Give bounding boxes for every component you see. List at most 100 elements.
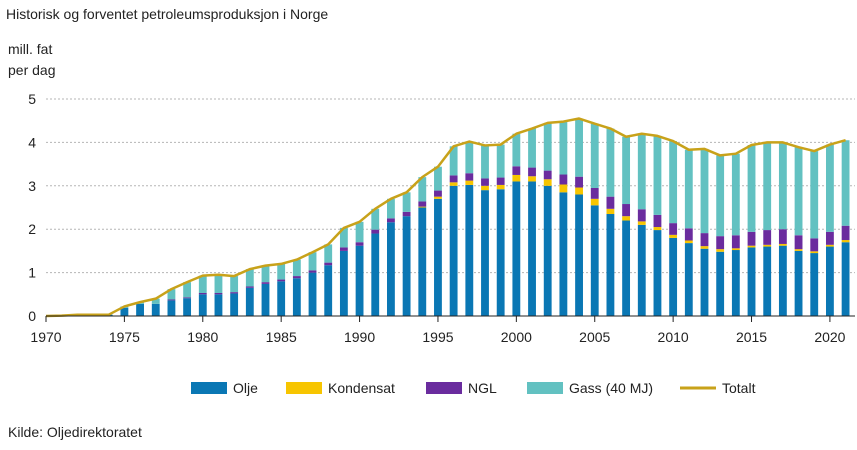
bar-ngl [465, 173, 474, 181]
bar-gass-40-mj [512, 133, 521, 167]
y-tick-label: 2 [28, 221, 36, 237]
bar-gass-40-mj [198, 275, 207, 293]
bar-gass-40-mj [747, 145, 756, 232]
bar-gass-40-mj [543, 122, 552, 171]
bar-kondensat [684, 240, 693, 244]
bar-gass-40-mj [277, 263, 286, 280]
bar-ngl [183, 297, 192, 299]
bar-kondensat [778, 243, 787, 246]
bar-gass-40-mj [481, 145, 489, 179]
bar-olje [778, 245, 787, 316]
bar-olje [214, 294, 223, 316]
bar-olje [606, 214, 615, 316]
bar-kondensat [841, 240, 850, 243]
bar-ngl [559, 174, 568, 185]
bar-olje [590, 205, 599, 316]
bar-kondensat [512, 174, 521, 182]
bar-olje [434, 198, 442, 316]
bar-ngl [277, 279, 286, 282]
bar-gass-40-mj [230, 276, 239, 293]
bar-ngl [371, 229, 380, 234]
bar-ngl [810, 238, 819, 252]
bar-olje [292, 278, 301, 316]
x-tick-label: 2005 [579, 329, 610, 345]
bar-kondensat [449, 182, 458, 186]
x-tick-label: 2020 [814, 329, 845, 345]
bar-olje [653, 230, 662, 316]
bar-ngl [825, 231, 834, 245]
bar-gass-40-mj [324, 244, 333, 263]
x-tick-label: 2015 [736, 329, 767, 345]
bar-ngl [214, 292, 223, 295]
bar-gass-40-mj [653, 135, 662, 215]
legend-label-totalt: Totalt [722, 380, 756, 396]
bar-olje [230, 293, 239, 316]
bar-gass-40-mj [339, 227, 348, 248]
bar-ngl [637, 209, 646, 222]
bar-gass-40-mj [387, 198, 395, 219]
bar-gass-40-mj [825, 144, 834, 232]
bar-olje [339, 250, 348, 316]
bar-ngl [684, 228, 693, 241]
bar-gass-40-mj [449, 146, 458, 176]
bar-olje [481, 190, 489, 316]
bar-olje [716, 251, 725, 316]
bar-gass-40-mj [684, 149, 693, 229]
bar-ngl [261, 282, 270, 284]
bar-gass-40-mj [418, 177, 427, 202]
bar-olje [684, 243, 693, 316]
bar-olje [496, 189, 505, 316]
bar-gass-40-mj [622, 136, 631, 205]
bar-gass-40-mj [167, 289, 176, 300]
bar-kondensat [700, 246, 709, 249]
bar-gass-40-mj [465, 141, 474, 174]
bar-gass-40-mj [434, 166, 442, 191]
bar-kondensat [716, 249, 725, 252]
bar-olje [245, 287, 254, 316]
bar-kondensat [794, 249, 803, 251]
bar-olje [637, 224, 646, 316]
bar-ngl [418, 201, 427, 207]
y-tick-label: 3 [28, 178, 36, 194]
bar-ngl [528, 167, 536, 177]
x-tick-label: 1975 [109, 329, 140, 345]
bar-kondensat [669, 234, 678, 238]
bar-kondensat [575, 187, 583, 195]
bar-kondensat [653, 227, 662, 231]
bar-gass-40-mj [700, 148, 709, 234]
bar-olje [794, 250, 803, 316]
bar-olje [747, 247, 756, 316]
bar-gass-40-mj [371, 208, 380, 230]
bar-gass-40-mj [183, 282, 192, 298]
bar-ngl [653, 214, 662, 228]
bar-ngl [747, 231, 756, 246]
bar-olje [198, 294, 207, 316]
bar-gass-40-mj [355, 221, 364, 243]
bar-olje [261, 283, 270, 316]
bar-ngl [496, 177, 505, 185]
bar-olje [324, 265, 333, 316]
bar-gass-40-mj [292, 259, 301, 277]
bar-kondensat [496, 184, 505, 190]
bar-olje [622, 220, 631, 316]
bar-olje [669, 237, 678, 316]
legend-swatch-kondensat [286, 382, 322, 394]
bar-ngl [198, 292, 207, 295]
bar-gass-40-mj [261, 265, 270, 283]
bar-kondensat [528, 176, 536, 182]
bar-olje [763, 246, 772, 316]
bar-ngl [402, 211, 411, 217]
bar-olje [151, 303, 160, 316]
bar-kondensat [622, 216, 631, 221]
bar-olje [449, 185, 458, 316]
y-tick-label: 4 [28, 134, 36, 150]
bar-ngl [230, 292, 239, 294]
bars [57, 118, 850, 316]
bar-ngl [245, 286, 254, 288]
legend-label-ngl: NGL [468, 380, 497, 396]
bar-olje [418, 207, 427, 316]
bar-gass-40-mj [841, 140, 850, 226]
total-line-group [45, 117, 846, 318]
legend-label-olje: Olje [233, 380, 258, 396]
